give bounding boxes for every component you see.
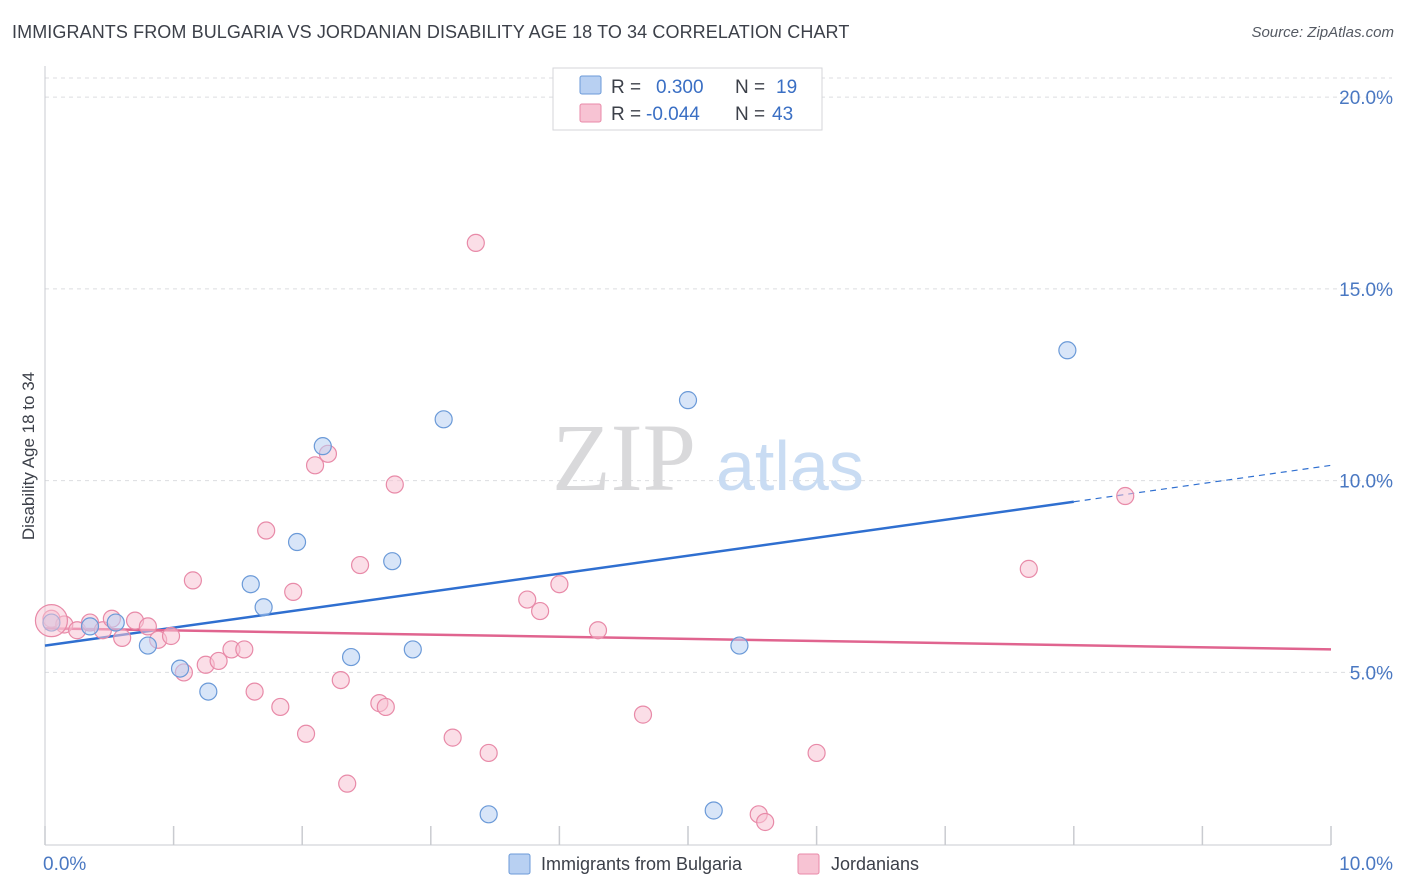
point-bulgaria [403, 640, 422, 659]
point-bulgaria [704, 801, 723, 820]
point-jordanians [633, 705, 653, 724]
x-tick-label: 0.0% [43, 854, 86, 875]
bottom-legend-label-pink: Jordanians [831, 854, 919, 874]
point-jordanians [138, 617, 157, 636]
point-cluster [34, 604, 69, 638]
point-jordanians [1116, 486, 1135, 506]
legend-swatch-blue [579, 75, 602, 95]
point-bulgaria [106, 613, 125, 632]
point-bulgaria [313, 437, 332, 456]
point-jordanians [113, 628, 132, 648]
point-jordanians [296, 724, 316, 743]
legend-n-label-blue: N = [735, 77, 765, 98]
legend-swatch-pink [579, 103, 602, 123]
y-tick-label: 10.0% [1339, 472, 1393, 493]
point-jordanians [183, 571, 202, 590]
point-bulgaria [254, 598, 273, 617]
point-bulgaria [138, 636, 157, 655]
point-jordanians [271, 697, 290, 717]
y-tick-label: 15.0% [1339, 280, 1393, 301]
point-bulgaria [479, 805, 498, 824]
tick-labels: 5.0% 10.0% 15.0% 20.0% 0.0% 10.0% [43, 88, 1393, 875]
point-jordanians [245, 682, 264, 701]
point-bulgaria [1058, 341, 1077, 360]
point-bulgaria [287, 532, 307, 552]
chart-source: Source: ZipAtlas.com [1251, 24, 1394, 41]
point-jordanians [284, 582, 303, 601]
legend: R = 0.300 N = 19 R = -0.044 N = 43 [552, 67, 823, 131]
watermark-atlas: atlas [716, 427, 864, 505]
watermark-zip: ZIP [552, 404, 696, 511]
point-jordanians [588, 621, 608, 640]
point-bulgaria [80, 617, 100, 636]
point-jordanians [235, 640, 254, 659]
point-jordanians [350, 555, 370, 575]
bottom-legend-swatch-blue [508, 853, 531, 875]
trend-line-bulgaria-extension [1073, 464, 1332, 503]
point-jordanians [385, 475, 404, 494]
trend-line-jordanians [44, 627, 1332, 651]
point-jordanians [443, 728, 462, 747]
y-tick-label: 20.0% [1339, 88, 1393, 109]
point-jordanians [209, 651, 228, 671]
point-jordanians [479, 743, 498, 763]
legend-n-value-blue: 19 [776, 77, 797, 98]
legend-r-value-blue: 0.300 [656, 77, 704, 98]
point-bulgaria [730, 636, 749, 655]
bottom-legend-label-blue: Immigrants from Bulgaria [541, 854, 743, 874]
data-points [34, 233, 1135, 832]
legend-r-value-pink: -0.044 [646, 104, 700, 125]
trend-lines [44, 464, 1332, 651]
legend-n-value-pink: 43 [772, 104, 793, 125]
bottom-legend: Immigrants from Bulgaria Jordanians [508, 853, 919, 875]
point-jordanians [550, 575, 569, 594]
point-bulgaria [678, 391, 698, 410]
point-bulgaria [241, 575, 260, 594]
point-jordanians [257, 521, 276, 540]
point-jordanians [305, 456, 325, 475]
chart-title: IMMIGRANTS FROM BULGARIA VS JORDANIAN DI… [12, 22, 850, 42]
point-jordanians [518, 590, 537, 609]
trend-line-bulgaria [44, 500, 1074, 647]
legend-n-label-pink: N = [735, 104, 765, 125]
point-jordanians [531, 601, 550, 621]
point-jordanians [338, 774, 357, 793]
point-jordanians [756, 812, 775, 832]
watermark: ZIP atlas [552, 404, 864, 511]
point-bulgaria [199, 682, 218, 701]
bottom-legend-swatch-pink [797, 853, 820, 875]
point-jordanians [376, 697, 395, 717]
point-bulgaria [383, 552, 402, 571]
point-jordanians [331, 670, 350, 690]
y-tick-label: 5.0% [1350, 663, 1393, 684]
y-axis-label: Disability Age 18 to 34 [19, 372, 38, 540]
point-jordanians [807, 743, 826, 763]
x-tick-label: 10.0% [1339, 854, 1393, 875]
legend-r-label-blue: R = [611, 77, 641, 98]
legend-r-label-pink: R = [611, 104, 641, 125]
point-bulgaria [170, 659, 190, 678]
axes [44, 66, 1332, 846]
point-bulgaria [341, 647, 361, 667]
point-bulgaria [434, 410, 453, 429]
point-jordanians [1019, 559, 1038, 578]
point-jordanians [161, 626, 181, 646]
point-jordanians [466, 233, 485, 253]
